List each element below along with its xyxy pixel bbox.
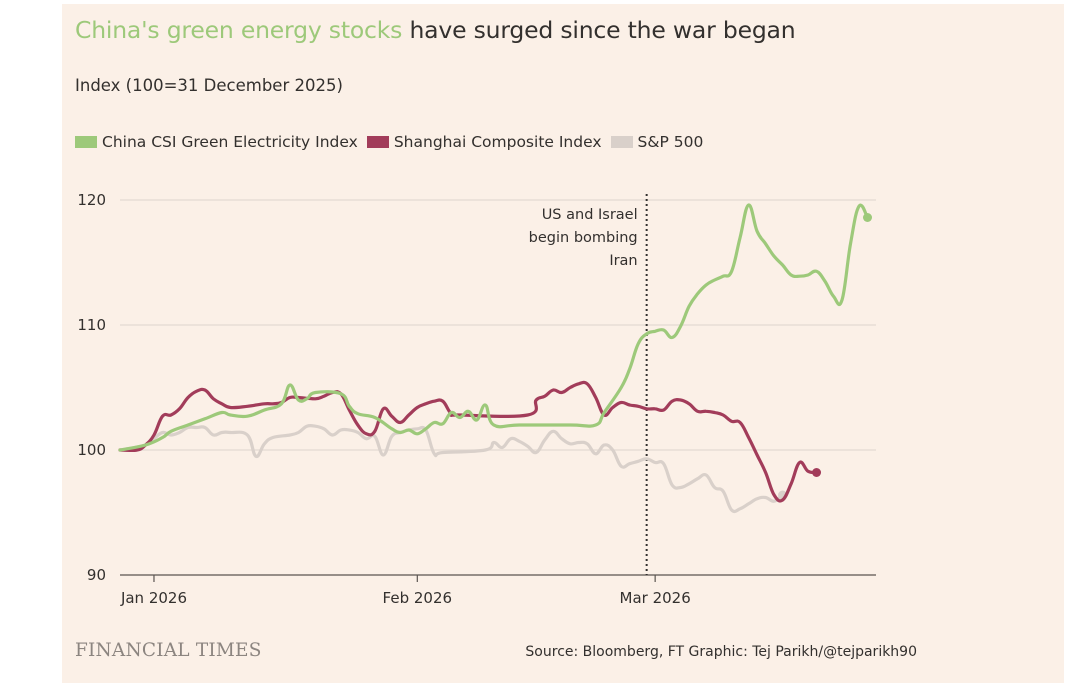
y-tick-label-90: 90 (87, 566, 106, 584)
event-annotation: US and Israel begin bombing Iran (529, 207, 638, 269)
title-rest: have surged since the war began (402, 16, 796, 44)
source-note: Source: Bloomberg, FT Graphic: Tej Parik… (525, 644, 917, 660)
series-endpoint-csi-green (863, 213, 873, 222)
y-tick-label-120: 120 (77, 191, 106, 209)
title-highlight: China's green energy stocks (75, 16, 403, 44)
event-annotation-line-0: US and Israel (542, 207, 638, 223)
series-line-sp500 (118, 423, 785, 514)
chart-panel (62, 4, 1064, 683)
legend-item-csi-green: China CSI Green Electricity Index (75, 133, 358, 151)
chart-title: China's green energy stocks have surged … (75, 16, 796, 44)
series-line-shanghai (118, 380, 819, 503)
x-tick-label-0: Jan 2026 (120, 589, 187, 607)
ft-logo: FINANCIAL TIMES (75, 640, 262, 661)
legend-item-sp500: S&P 500 (610, 133, 704, 151)
legend-label-sp500: S&P 500 (637, 133, 704, 151)
y-tick-label-110: 110 (77, 316, 106, 334)
legend-label-csi-green: China CSI Green Electricity Index (102, 133, 358, 151)
legend-swatch-maroon (366, 136, 389, 148)
x-tick-label-1: Feb 2026 (383, 589, 453, 607)
y-tick-label-100: 100 (77, 441, 106, 459)
event-annotation-line-2: Iran (609, 253, 637, 269)
series-endpoint-shanghai (812, 468, 822, 477)
legend-item-shanghai: Shanghai Composite Index (366, 133, 602, 151)
legend-swatch-green (75, 136, 97, 148)
series-line-csi-green (118, 203, 870, 452)
legend-swatch-grey (610, 136, 633, 148)
legend: China CSI Green Electricity Index Shangh… (75, 133, 712, 151)
x-tick-label-2: Mar 2026 (620, 589, 691, 607)
chart-subtitle: Index (100=31 December 2025) (75, 76, 343, 95)
event-annotation-line-1: begin bombing (529, 230, 638, 246)
legend-label-shanghai: Shanghai Composite Index (393, 133, 602, 151)
